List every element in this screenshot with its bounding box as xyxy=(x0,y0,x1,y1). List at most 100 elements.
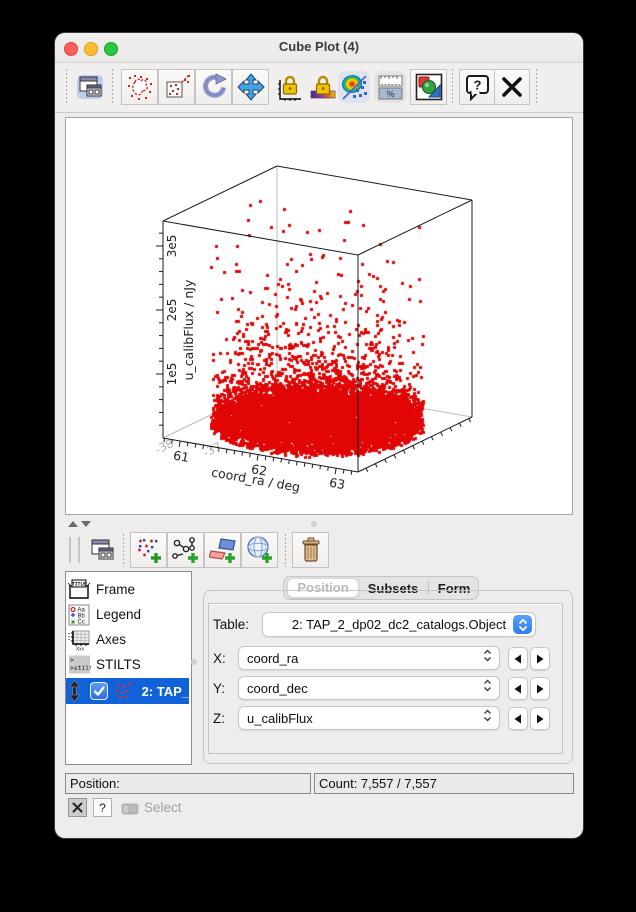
table-value: 2: TAP_2_dp02_dc2_catalogs.Object xyxy=(291,617,507,632)
table-combo-stepper-icon[interactable] xyxy=(513,615,532,634)
tab-divider xyxy=(428,581,429,594)
lock-axes-icon xyxy=(278,75,301,101)
zoom-window-button[interactable] xyxy=(104,42,118,56)
lock-aux-button[interactable] xyxy=(306,69,340,105)
clear-icon xyxy=(72,802,83,813)
pan-button[interactable] xyxy=(232,69,269,105)
trash-icon xyxy=(302,537,319,562)
add-sphere-icon xyxy=(246,536,272,563)
z-coord-label: Z: xyxy=(213,711,225,726)
plot-display[interactable]: 1e52e53e5u_calibFlux / nJy616263coord_ra… xyxy=(65,117,573,515)
layer-visible-checkbox[interactable] xyxy=(90,682,108,700)
combo-stepper-icon xyxy=(483,649,492,667)
toolbar-drag-handle[interactable] xyxy=(69,537,80,563)
reorder-updown-icon[interactable] xyxy=(68,680,81,702)
layer-toolbar xyxy=(55,532,583,569)
rotate-button[interactable] xyxy=(195,69,232,105)
count-readout: Count: 7,557 / 7,557 xyxy=(314,773,574,794)
add-scatter-layer-button[interactable] xyxy=(130,532,167,568)
point-help-button[interactable]: ? xyxy=(93,798,112,817)
divider-collapse-down[interactable] xyxy=(81,521,91,527)
svg-text:Xxx: Xxx xyxy=(76,646,85,651)
tab-position[interactable]: Position xyxy=(287,578,359,598)
stack-item-label: Frame xyxy=(96,582,136,597)
svg-text:Bb: Bb xyxy=(78,613,86,619)
add-area-icon xyxy=(208,538,236,563)
aux-shader-toggle-button[interactable] xyxy=(338,71,370,103)
split-divider-grip[interactable] xyxy=(191,659,197,665)
add-sphere-layer-button[interactable] xyxy=(241,532,278,568)
y-prev-button[interactable] xyxy=(508,677,528,700)
aux-shader-icon xyxy=(341,74,367,100)
divider-collapse-up[interactable] xyxy=(68,521,78,527)
x-next-button[interactable] xyxy=(530,647,550,670)
percent-glyph: % xyxy=(386,89,394,99)
axis-percent-toggle-button[interactable]: % xyxy=(374,71,406,103)
toolbar-separator xyxy=(285,534,286,567)
help-glyph: ? xyxy=(474,78,482,93)
tab-subsets[interactable]: Subsets xyxy=(367,580,419,596)
x-coord-combobox[interactable]: coord_ra xyxy=(238,646,500,670)
layer-windows-button[interactable] xyxy=(83,532,121,568)
add-scatter-icon xyxy=(137,539,161,563)
z-prev-button[interactable] xyxy=(508,707,528,730)
window-stack-icon xyxy=(77,75,103,99)
plot-windows-button[interactable] xyxy=(71,69,109,105)
svg-text:>: > xyxy=(70,656,74,664)
y-coord-label: Y: xyxy=(213,681,226,696)
lock-axes-button[interactable] xyxy=(272,69,306,105)
export-image-button[interactable] xyxy=(410,69,447,105)
delete-layer-button[interactable] xyxy=(292,532,329,568)
help-button[interactable]: ? xyxy=(459,69,495,105)
stack-item-frame[interactable]: TITLE Frame xyxy=(66,578,189,601)
y-next-button[interactable] xyxy=(530,677,550,700)
minimize-window-button[interactable] xyxy=(84,42,98,56)
form-tabbar: Position Subsets Form xyxy=(283,576,479,600)
axes-icon: Xxx xyxy=(66,629,92,651)
table-combobox[interactable]: 2: TAP_2_dp02_dc2_catalogs.Object xyxy=(262,612,536,637)
rotate-icon xyxy=(202,73,227,98)
x-coord-value: coord_ra xyxy=(247,650,299,666)
svg-text:Aa: Aa xyxy=(78,607,86,613)
frame-icon: TITLE xyxy=(66,579,92,601)
position-panel xyxy=(203,590,573,764)
z-coord-value: u_calibFlux xyxy=(247,710,313,726)
position-readout: Position: xyxy=(65,773,311,794)
stack-item-layer-selected[interactable]: 2: TAP_ xyxy=(66,678,189,704)
x-prev-button[interactable] xyxy=(508,647,528,670)
title-bar: Cube Plot (4) xyxy=(55,33,583,63)
divider-grip[interactable] xyxy=(311,521,317,527)
toolbar-separator xyxy=(536,69,537,105)
stack-item-label: Axes xyxy=(96,632,127,647)
tab-form[interactable]: Form xyxy=(437,580,471,596)
scatter-layer-icon xyxy=(114,682,137,700)
close-icon xyxy=(502,77,522,97)
axis-percent-icon: % xyxy=(378,75,402,99)
stack-item-stilts[interactable]: > >stilts STILTS xyxy=(66,653,189,676)
blob-select-icon xyxy=(127,75,152,100)
toolbar-separator xyxy=(66,69,67,105)
stack-item-axes[interactable]: Xxx Axes xyxy=(66,628,189,651)
blob-select-button[interactable] xyxy=(121,69,158,105)
scatter-points-canvas xyxy=(66,118,572,512)
help-icon: ? xyxy=(466,75,489,101)
cube-plot-window: Cube Plot (4) xyxy=(55,33,583,838)
add-area-layer-button[interactable] xyxy=(204,532,241,568)
clear-position-button[interactable] xyxy=(68,798,87,817)
window-title: Cube Plot (4) xyxy=(278,39,360,54)
add-pair-layer-button[interactable] xyxy=(167,532,204,568)
stack-item-label: STILTS xyxy=(96,657,141,672)
close-window-button[interactable] xyxy=(64,42,78,56)
box-select-button[interactable] xyxy=(158,69,195,105)
stack-item-legend[interactable]: Aa Bb Cc Legend xyxy=(66,603,189,626)
add-pair-icon xyxy=(171,537,198,563)
toolbar-separator xyxy=(452,69,453,105)
layer-label: 2: TAP_ xyxy=(141,683,189,699)
close-button[interactable] xyxy=(494,69,530,105)
export-image-icon xyxy=(415,73,442,101)
y-coord-combobox[interactable]: coord_dec xyxy=(238,676,500,700)
main-toolbar: % ? xyxy=(55,63,583,113)
svg-text:>stilts: >stilts xyxy=(70,664,91,672)
z-next-button[interactable] xyxy=(530,707,550,730)
z-coord-combobox[interactable]: u_calibFlux xyxy=(238,706,500,730)
